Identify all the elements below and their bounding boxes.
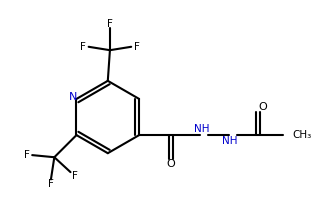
Text: NH: NH xyxy=(194,124,209,134)
Text: O: O xyxy=(167,159,175,169)
Text: CH₃: CH₃ xyxy=(293,130,312,140)
Text: F: F xyxy=(80,42,86,52)
Text: F: F xyxy=(48,179,54,189)
Text: F: F xyxy=(24,150,30,160)
Text: F: F xyxy=(72,171,78,181)
Text: F: F xyxy=(107,19,113,29)
Text: O: O xyxy=(259,102,267,112)
Text: NH: NH xyxy=(223,136,238,146)
Text: N: N xyxy=(69,92,77,102)
Text: F: F xyxy=(134,42,140,52)
